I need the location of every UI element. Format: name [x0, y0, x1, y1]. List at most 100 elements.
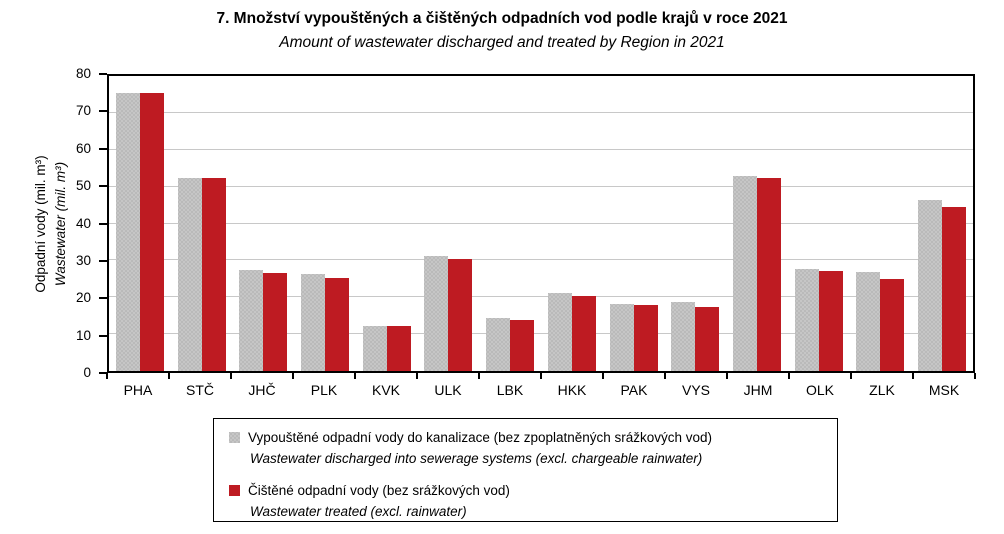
x-label-KVK: KVK — [371, 382, 400, 398]
x-label-PLK: PLK — [310, 382, 338, 398]
bar-discharged-KVK — [362, 326, 387, 371]
x-axis-labels: PHA STČ JHČ PLK KVK ULK LBK HKK PAK VYS JHM OLK ZLK M… — [107, 382, 975, 402]
bar-treated-STČ — [201, 177, 226, 371]
plot-area — [107, 74, 975, 373]
x-label-JHM: JHM — [743, 382, 773, 398]
bar-discharged-VYS — [671, 302, 696, 371]
bar-treated-KVK — [386, 325, 411, 371]
y-tick-20 — [99, 297, 107, 300]
x-label-HKK: HKK — [557, 382, 587, 398]
bar-treated-PAK — [633, 305, 658, 371]
bar-discharged-ULK — [424, 255, 449, 371]
x-axis-ticks — [106, 373, 976, 380]
x-tick-4 — [353, 373, 356, 379]
gridline-50 — [109, 185, 973, 187]
y-tick-70 — [99, 110, 107, 113]
y-tick-60 — [99, 147, 107, 150]
x-tick-11 — [788, 373, 790, 379]
bar-discharged-PAK — [609, 303, 634, 371]
y-tick-80 — [99, 73, 107, 75]
bar-treated-ZLK — [880, 278, 905, 371]
y-tick-label-50: 50 — [75, 178, 91, 194]
x-label-JHČ: JHČ — [248, 382, 276, 398]
legend: Vypouštěné odpadní vody do kanalizace (b… — [213, 418, 838, 522]
category-group-LBK — [479, 76, 541, 371]
gridline-60 — [109, 148, 973, 150]
category-group-PAK — [603, 76, 665, 371]
bar-treated-HKK — [571, 295, 596, 371]
bar-groups — [109, 76, 973, 371]
y-axis: 0 10 20 30 40 50 60 70 80 — [0, 66, 107, 380]
x-label-PAK: PAK — [620, 382, 648, 398]
bar-discharged-HKK — [547, 292, 572, 371]
bar-discharged-PLK — [301, 274, 326, 371]
legend-text-discharged: Vypouštěné odpadní vody do kanalizace (b… — [248, 427, 712, 469]
y-tick-label-60: 60 — [75, 140, 91, 156]
legend-swatch-treated — [229, 485, 240, 496]
x-tick-2 — [229, 373, 232, 379]
category-group-JHM — [726, 76, 788, 371]
bar-discharged-OLK — [794, 268, 819, 371]
bar-treated-JHČ — [263, 273, 288, 371]
legend-item-discharged: Vypouštěné odpadní vody do kanalizace (b… — [229, 427, 837, 469]
y-tick-label-0: 0 — [83, 365, 91, 380]
category-group-ZLK — [850, 76, 912, 371]
x-tick-1 — [167, 373, 170, 379]
x-label-LBK: LBK — [496, 382, 524, 398]
x-tick-3 — [292, 373, 294, 379]
category-group-KVK — [356, 76, 418, 371]
x-tick-0 — [106, 373, 108, 379]
bar-discharged-LBK — [486, 317, 511, 371]
bar-discharged-PHA — [115, 93, 140, 371]
x-tick-6 — [478, 373, 480, 379]
bar-discharged-MSK — [918, 199, 943, 371]
gridline-30 — [109, 259, 973, 261]
plot-inner — [109, 76, 973, 371]
chart-title: 7. Množství vypouštěných a čištěných odp… — [216, 10, 788, 27]
y-tick-label-20: 20 — [75, 290, 91, 306]
x-tick-8 — [601, 373, 604, 379]
bar-treated-ULK — [448, 258, 473, 371]
category-group-VYS — [664, 76, 726, 371]
category-group-OLK — [788, 76, 850, 371]
chart-subtitle: Amount of wastewater discharged and trea… — [279, 34, 725, 51]
bar-treated-LBK — [510, 319, 535, 371]
legend-label-en-treated: Wastewater treated (excl. rainwater) — [250, 504, 467, 519]
y-tick-30 — [99, 259, 107, 262]
y-tick-label-30: 30 — [75, 252, 91, 268]
category-group-PHA — [109, 76, 171, 371]
gridline-20 — [109, 296, 973, 298]
category-group-ULK — [418, 76, 480, 371]
bar-treated-VYS — [695, 307, 720, 371]
y-tick-40 — [99, 222, 107, 225]
bar-treated-PHA — [139, 93, 164, 371]
x-tick-9 — [664, 373, 666, 379]
x-label-ZLK: ZLK — [869, 382, 895, 398]
x-label-PHA: PHA — [123, 382, 153, 398]
x-tick-7 — [540, 373, 542, 379]
gridline-70 — [109, 111, 973, 113]
gridline-40 — [109, 222, 973, 224]
x-label-OLK: OLK — [805, 382, 834, 398]
y-tick-label-10: 10 — [75, 327, 91, 343]
x-tick-13 — [912, 373, 914, 379]
x-label-ULK: ULK — [434, 382, 462, 398]
y-tick-50 — [99, 185, 107, 188]
category-group-STČ — [171, 76, 233, 371]
legend-label-cs-treated: Čištěné odpadní vody (bez srážkových vod… — [248, 483, 510, 498]
category-group-JHČ — [232, 76, 294, 371]
bar-treated-PLK — [325, 277, 350, 371]
y-tick-0 — [99, 372, 107, 374]
bar-treated-MSK — [942, 206, 967, 371]
y-tick-10 — [99, 334, 107, 337]
x-tick-12 — [850, 373, 852, 379]
bar-treated-OLK — [818, 270, 843, 371]
bar-discharged-ZLK — [856, 271, 881, 371]
x-tick-14 — [974, 373, 976, 379]
gridline-10 — [109, 333, 973, 335]
x-label-STČ: STČ — [186, 382, 214, 398]
bar-discharged-STČ — [177, 177, 202, 371]
legend-label-en-discharged: Wastewater discharged into sewerage syst… — [250, 451, 703, 466]
category-group-MSK — [911, 76, 973, 371]
category-group-HKK — [541, 76, 603, 371]
